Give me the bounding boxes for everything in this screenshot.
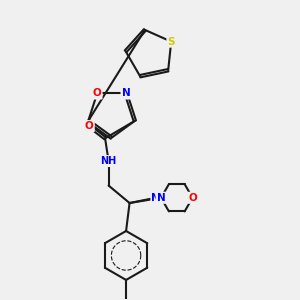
Text: O: O <box>93 88 101 98</box>
Text: O: O <box>85 121 94 131</box>
Text: N: N <box>122 88 130 98</box>
Text: S: S <box>167 37 175 46</box>
Text: N: N <box>157 193 165 203</box>
Text: N: N <box>152 193 160 203</box>
Text: O: O <box>188 193 197 203</box>
Text: NH: NH <box>100 156 117 166</box>
